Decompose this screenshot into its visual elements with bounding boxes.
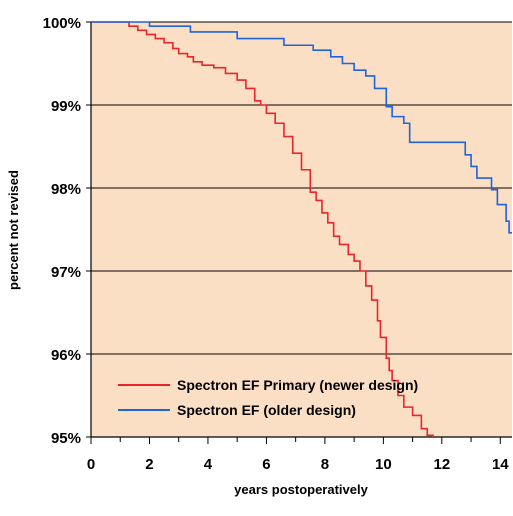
legend-label-newer: Spectron EF Primary (newer design) [177, 377, 418, 393]
y-tick-label-2: 97% [51, 264, 81, 281]
plot-background [91, 22, 512, 437]
legend: Spectron EF Primary (newer design) Spect… [118, 377, 418, 418]
x-tick-label-1: 2 [145, 456, 153, 473]
x-tick-label-4: 8 [321, 456, 329, 473]
y-axis-title: percent not revised [6, 170, 21, 290]
axes [86, 21, 512, 444]
x-tick-label-2: 4 [204, 456, 213, 473]
y-tick-label-3: 98% [51, 181, 81, 198]
x-tick-label-5: 10 [375, 456, 392, 473]
y-tick-label-5: 100% [43, 15, 81, 32]
series-line-1 [91, 21, 512, 234]
series-line-0 [91, 21, 434, 437]
x-tick-label-7: 14 [492, 456, 509, 473]
series-lines [91, 21, 512, 437]
x-tick-label-0: 0 [87, 456, 95, 473]
y-tick-label-0: 95% [51, 430, 81, 447]
x-tick-label-6: 12 [433, 456, 450, 473]
tick-labels: 0 2 4 6 8 10 12 14 95% 96% 97% 98% 99% 100% [43, 15, 510, 473]
x-axis-title: years postoperatively [234, 482, 368, 497]
y-tick-label-4: 99% [51, 98, 81, 115]
x-tick-label-3: 6 [262, 456, 270, 473]
legend-label-older: Spectron EF (older design) [177, 402, 356, 418]
y-tick-label-1: 96% [51, 347, 81, 364]
